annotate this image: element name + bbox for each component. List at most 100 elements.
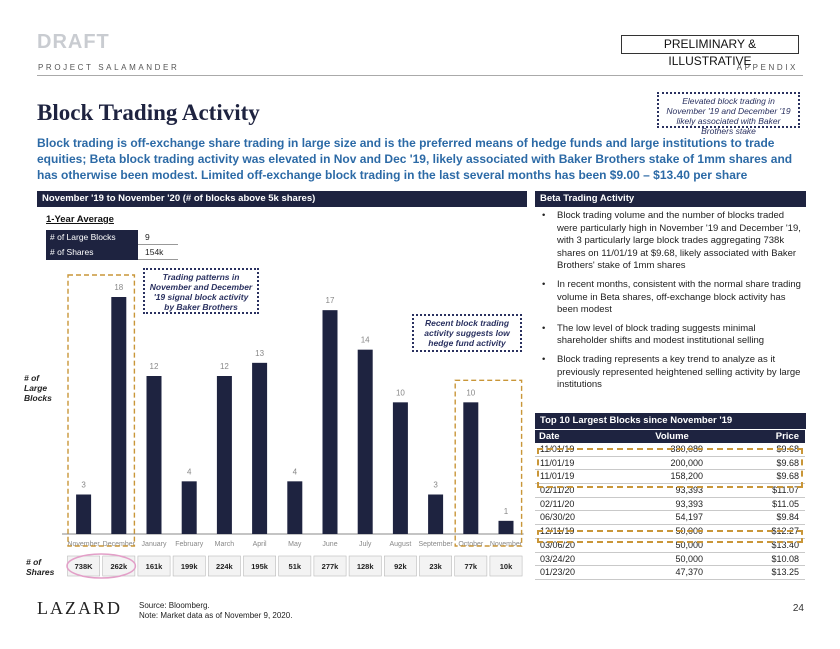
row-price: $9.84: [776, 512, 799, 523]
bar-value-label: 4: [187, 467, 192, 476]
highlight-dec-block: [537, 530, 803, 543]
average-value: 154k: [138, 245, 178, 260]
bullet-item: Block trading volume and the number of b…: [538, 210, 806, 273]
bullet-item: Block trading represents a key trend to …: [538, 354, 806, 392]
table-row: 03/06/20 50,000 $13.40: [535, 539, 805, 553]
y-axis-label-shares: # of Shares: [26, 557, 55, 577]
row-volume: 93,393: [675, 498, 703, 509]
category-label: February: [175, 541, 204, 548]
beta-panel-header: Beta Trading Activity: [535, 191, 806, 207]
shares-box: [419, 555, 453, 577]
blocks-table-title: Top 10 Largest Blocks since November '19: [535, 413, 806, 429]
beta-bullet-list: Block trading volume and the number of b…: [538, 210, 806, 398]
shares-box: [489, 555, 523, 577]
category-label: October: [458, 541, 484, 548]
category-label: July: [359, 541, 372, 548]
row-price: $11.05: [772, 498, 799, 509]
row-price: $13.40: [771, 539, 799, 550]
page-title: Block Trading Activity: [37, 100, 260, 125]
chart-bar: [146, 376, 162, 534]
shares-box: [137, 555, 171, 577]
row-volume: 50,000: [675, 539, 703, 550]
table-row: 02/11/20 93,393 $11.05: [535, 498, 805, 512]
shares-value: 161k: [146, 562, 164, 571]
shares-value: 92k: [394, 562, 407, 571]
chart-bar: [498, 520, 514, 534]
bar-value-label: 18: [114, 283, 123, 292]
table-row: 06/30/20 54,197 $9.84: [535, 511, 805, 526]
bar-value-label: 3: [81, 481, 86, 490]
chart-bar: [252, 362, 268, 534]
row-date: 03/06/20: [540, 539, 576, 550]
bar-value-label: 17: [326, 296, 335, 305]
shares-value: 128k: [357, 562, 375, 571]
average-label: # of Large Blocks: [46, 230, 138, 245]
row-price: $9.68: [776, 457, 799, 468]
shares-box: [348, 555, 382, 577]
chart-bar: [428, 494, 444, 534]
bullet-item: The low level of block trading suggests …: [538, 323, 806, 348]
shares-value: 77k: [465, 562, 478, 571]
section-label: APPENDIX: [736, 63, 798, 72]
row-price: $9.68: [776, 471, 799, 482]
row-volume: 158,200: [670, 471, 703, 482]
row-date: 03/24/20: [540, 553, 576, 564]
row-price: $11.07: [772, 485, 799, 496]
row-volume: 47,370: [675, 567, 703, 578]
average-row: # of Large Blocks 9: [46, 230, 178, 245]
average-row: # of Shares 154k: [46, 245, 178, 260]
page-number: 24: [792, 603, 804, 614]
row-date: 01/23/20: [540, 567, 576, 578]
highlight-nov-blocks: [537, 448, 803, 488]
shares-box: [313, 555, 347, 577]
row-volume: 93,393: [675, 485, 703, 496]
shares-value: 10k: [500, 562, 513, 571]
table-row: 11/01/19 200,000 $9.68: [535, 457, 805, 471]
callout-elevated-trading: Elevated block trading in November '19 a…: [657, 92, 800, 136]
shares-value: 199k: [181, 562, 199, 571]
callout-recent-activity: Recent block trading activity suggests l…: [412, 314, 522, 352]
shares-box: [454, 555, 488, 577]
table-row: 03/24/20 50,000 $10.08: [535, 553, 805, 567]
table-row: 02/11/20 93,393 $11.07: [535, 484, 805, 498]
chart-bar: [111, 297, 127, 534]
bar-value-label: 12: [220, 362, 229, 371]
row-volume: 54,197: [675, 512, 703, 523]
y-axis-label-blocks: # of Large Blocks: [24, 373, 52, 403]
chart-bar: [392, 402, 408, 534]
source-line: Source: Bloomberg.: [139, 601, 210, 610]
average-table: # of Large Blocks 9 # of Shares 154k: [46, 230, 178, 260]
table-header-row: Date Volume Price: [535, 430, 805, 443]
shares-value: 195k: [251, 562, 269, 571]
chart-bar: [216, 376, 232, 534]
shares-value: 738K: [75, 562, 94, 571]
average-value: 9: [138, 230, 178, 245]
chart-bar: [287, 481, 303, 534]
shares-box: [208, 555, 241, 577]
row-price: $13.25: [771, 567, 799, 578]
category-label: December: [103, 541, 136, 548]
shares-box: [172, 555, 206, 577]
bar-value-label: 12: [150, 362, 159, 371]
shares-value: 262k: [110, 562, 128, 571]
note-line: Note: Market data as of November 9, 2020…: [139, 611, 293, 620]
shares-highlight-ellipse: [66, 553, 137, 579]
category-label: April: [253, 541, 267, 548]
source-note: Source: Bloomberg. Note: Market data as …: [139, 601, 292, 621]
callout-trading-patterns: Trading patterns in November and Decembe…: [143, 268, 259, 314]
summary-text: Block trading is off-exchange share trad…: [37, 136, 793, 182]
bar-value-label: 14: [361, 336, 370, 345]
chart-bar: [76, 494, 92, 534]
lazard-logo: LAZARD: [37, 598, 122, 618]
category-label: November: [67, 541, 100, 548]
shares-value: 23k: [429, 562, 442, 571]
category-label: June: [322, 541, 337, 548]
project-name: PROJECT SALAMANDER: [38, 63, 180, 72]
row-date: 11/01/19: [540, 471, 575, 482]
row-date: 02/11/20: [540, 485, 575, 496]
col-volume: Volume: [655, 431, 689, 442]
row-date: 02/11/20: [540, 498, 575, 509]
shares-box: [383, 555, 417, 577]
category-label: August: [390, 541, 412, 548]
category-label: May: [288, 541, 302, 548]
